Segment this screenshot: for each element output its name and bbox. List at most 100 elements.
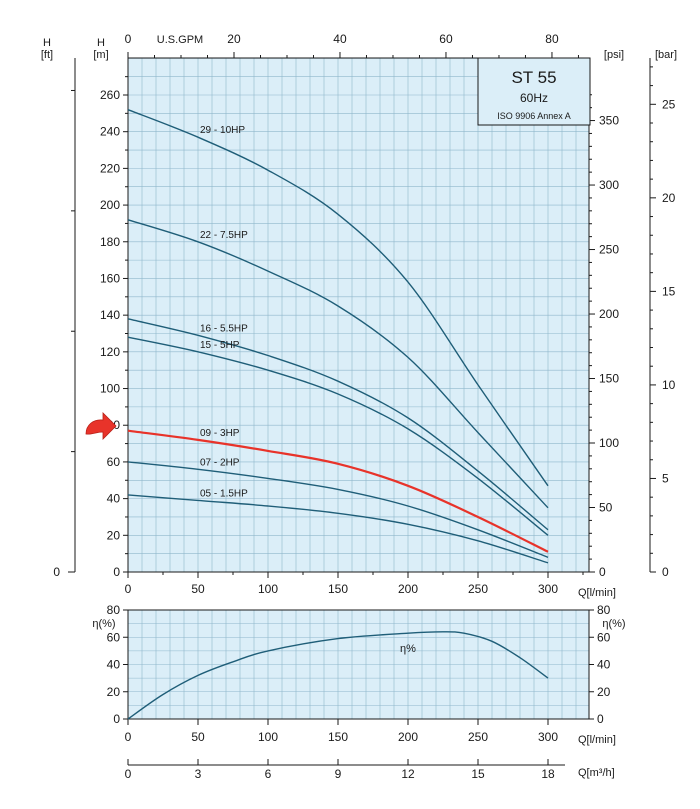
bar-axis-unit: [bar] bbox=[655, 49, 677, 61]
curve-15-5hp bbox=[127, 336, 549, 536]
curve-16-5-5hp bbox=[127, 318, 549, 531]
q-tick-label-eff: 50 bbox=[191, 730, 205, 744]
curve-05-1-5hp bbox=[127, 494, 549, 564]
m-tick-label: 100 bbox=[100, 382, 120, 396]
curve-label-07-2hp: 07 - 2HP bbox=[200, 457, 240, 468]
psi-tick-label: 100 bbox=[599, 436, 619, 450]
eta-tick-label-right: 20 bbox=[597, 685, 611, 699]
curve-label-16-5-5hp: 16 - 5.5HP bbox=[200, 323, 248, 334]
psi-axis-unit: [psi] bbox=[604, 49, 624, 61]
m-tick-label: 240 bbox=[100, 125, 120, 139]
curve-09-3hp bbox=[127, 429, 549, 553]
eta-tick-label-right: 80 bbox=[597, 603, 611, 617]
bar-tick-label: 25 bbox=[662, 97, 676, 111]
ft-axis-unit: [ft] bbox=[41, 49, 53, 61]
curve-label-22-7-5hp: 22 - 7.5HP bbox=[200, 230, 248, 241]
eta-tick-label-right: 60 bbox=[597, 630, 611, 644]
eta-tick-label-left: 40 bbox=[107, 658, 121, 672]
efficiency-curve-label: η% bbox=[400, 643, 416, 655]
eta-tick-label-left: 0 bbox=[113, 712, 120, 726]
gpm-tick-label: 20 bbox=[227, 32, 241, 46]
m-tick-label: 200 bbox=[100, 198, 120, 212]
model-title: ST 55 bbox=[511, 68, 556, 87]
curve-label-05-1-5hp: 05 - 1.5HP bbox=[200, 488, 248, 499]
q-tick-label-eff: 200 bbox=[398, 730, 418, 744]
eta-tick-label-right: 40 bbox=[597, 658, 611, 672]
model-info-box: ST 55 60Hz ISO 9906 Annex A bbox=[477, 57, 591, 126]
bar-tick-label: 15 bbox=[662, 284, 676, 298]
q-lmin-axis-label-main: Q[l/min] bbox=[578, 587, 616, 599]
model-frequency: 60Hz bbox=[520, 91, 548, 105]
q-tick-label-eff: 250 bbox=[468, 730, 488, 744]
m-tick-label: 140 bbox=[100, 308, 120, 322]
m3h-tick-label: 15 bbox=[471, 767, 485, 781]
q-tick-label-main: 300 bbox=[538, 582, 558, 596]
curve-label-15-5hp: 15 - 5HP bbox=[200, 340, 240, 351]
model-standard: ISO 9906 Annex A bbox=[497, 111, 571, 121]
bar-tick-label: 0 bbox=[662, 565, 669, 579]
gpm-axis-label: U.S.GPM bbox=[157, 34, 203, 46]
m3h-tick-label: 0 bbox=[125, 767, 132, 781]
curve-22-7-5hp bbox=[127, 219, 549, 509]
m-tick-label: 220 bbox=[100, 161, 120, 175]
eta-tick-label-left: 80 bbox=[107, 603, 121, 617]
curve-label-09-3hp: 09 - 3HP bbox=[200, 428, 240, 439]
ft-tick-label: 0 bbox=[53, 565, 60, 579]
q-tick-label-main: 50 bbox=[191, 582, 205, 596]
psi-tick-label: 0 bbox=[599, 565, 606, 579]
m-axis-label: H bbox=[97, 37, 105, 49]
eta-axis-label-right: η(%) bbox=[602, 618, 625, 630]
eta-axis-label-left: η(%) bbox=[92, 618, 115, 630]
psi-tick-label: 200 bbox=[599, 307, 619, 321]
psi-tick-label: 250 bbox=[599, 243, 619, 257]
q-m3h-axis-label: Q[m³/h] bbox=[578, 767, 615, 779]
m-tick-label: 20 bbox=[107, 528, 121, 542]
m-tick-label: 0 bbox=[113, 565, 120, 579]
m-tick-label: 60 bbox=[107, 455, 121, 469]
efficiency-curve bbox=[127, 631, 549, 720]
axis-ticks: 0204060801001201401601802002202402600100… bbox=[53, 32, 676, 781]
psi-tick-label: 350 bbox=[599, 114, 619, 128]
gpm-tick-label: 0 bbox=[125, 32, 132, 46]
gpm-tick-label: 40 bbox=[333, 32, 347, 46]
m-tick-label: 180 bbox=[100, 235, 120, 249]
gpm-tick-label: 60 bbox=[439, 32, 453, 46]
psi-tick-label: 50 bbox=[599, 501, 613, 515]
gpm-tick-label: 80 bbox=[545, 32, 559, 46]
q-tick-label-main: 200 bbox=[398, 582, 418, 596]
q-tick-label-eff: 0 bbox=[125, 730, 132, 744]
highlight-arrow-icon bbox=[85, 412, 117, 440]
m3h-tick-label: 9 bbox=[335, 767, 342, 781]
curve-29-10hp bbox=[127, 109, 549, 487]
ft-axis-label: H bbox=[43, 37, 51, 49]
q-tick-label-main: 150 bbox=[328, 582, 348, 596]
efficiency-curve-group: η% bbox=[127, 631, 549, 720]
efficiency-plot-grid bbox=[128, 609, 589, 719]
bar-tick-label: 20 bbox=[662, 191, 676, 205]
q-tick-label-eff: 100 bbox=[258, 730, 278, 744]
q-tick-label-main: 100 bbox=[258, 582, 278, 596]
bar-tick-label: 5 bbox=[662, 471, 669, 485]
m3h-tick-label: 6 bbox=[265, 767, 272, 781]
m-tick-label: 120 bbox=[100, 345, 120, 359]
q-tick-label-main: 0 bbox=[125, 582, 132, 596]
q-lmin-axis-label-eff: Q[l/min] bbox=[578, 734, 616, 746]
m3h-tick-label: 12 bbox=[401, 767, 415, 781]
m-axis-unit: [m] bbox=[93, 49, 108, 61]
curve-07-2hp bbox=[127, 461, 549, 558]
psi-tick-label: 150 bbox=[599, 372, 619, 386]
head-curves: 29 - 10HP 22 - 7.5HP 16 - 5.5HP 15 - 5HP 09 … bbox=[127, 109, 549, 564]
curve-label-29-10hp: 29 - 10HP bbox=[200, 125, 245, 136]
eta-tick-label-left: 20 bbox=[107, 685, 121, 699]
m-tick-label: 160 bbox=[100, 271, 120, 285]
m-tick-label: 260 bbox=[100, 88, 120, 102]
bar-tick-label: 10 bbox=[662, 378, 676, 392]
eta-tick-label-right: 0 bbox=[597, 712, 604, 726]
m3h-tick-label: 3 bbox=[195, 767, 202, 781]
q-tick-label-eff: 150 bbox=[328, 730, 348, 744]
psi-tick-label: 300 bbox=[599, 178, 619, 192]
m3h-tick-label: 18 bbox=[541, 767, 555, 781]
q-tick-label-eff: 300 bbox=[538, 730, 558, 744]
eta-tick-label-left: 60 bbox=[107, 630, 121, 644]
